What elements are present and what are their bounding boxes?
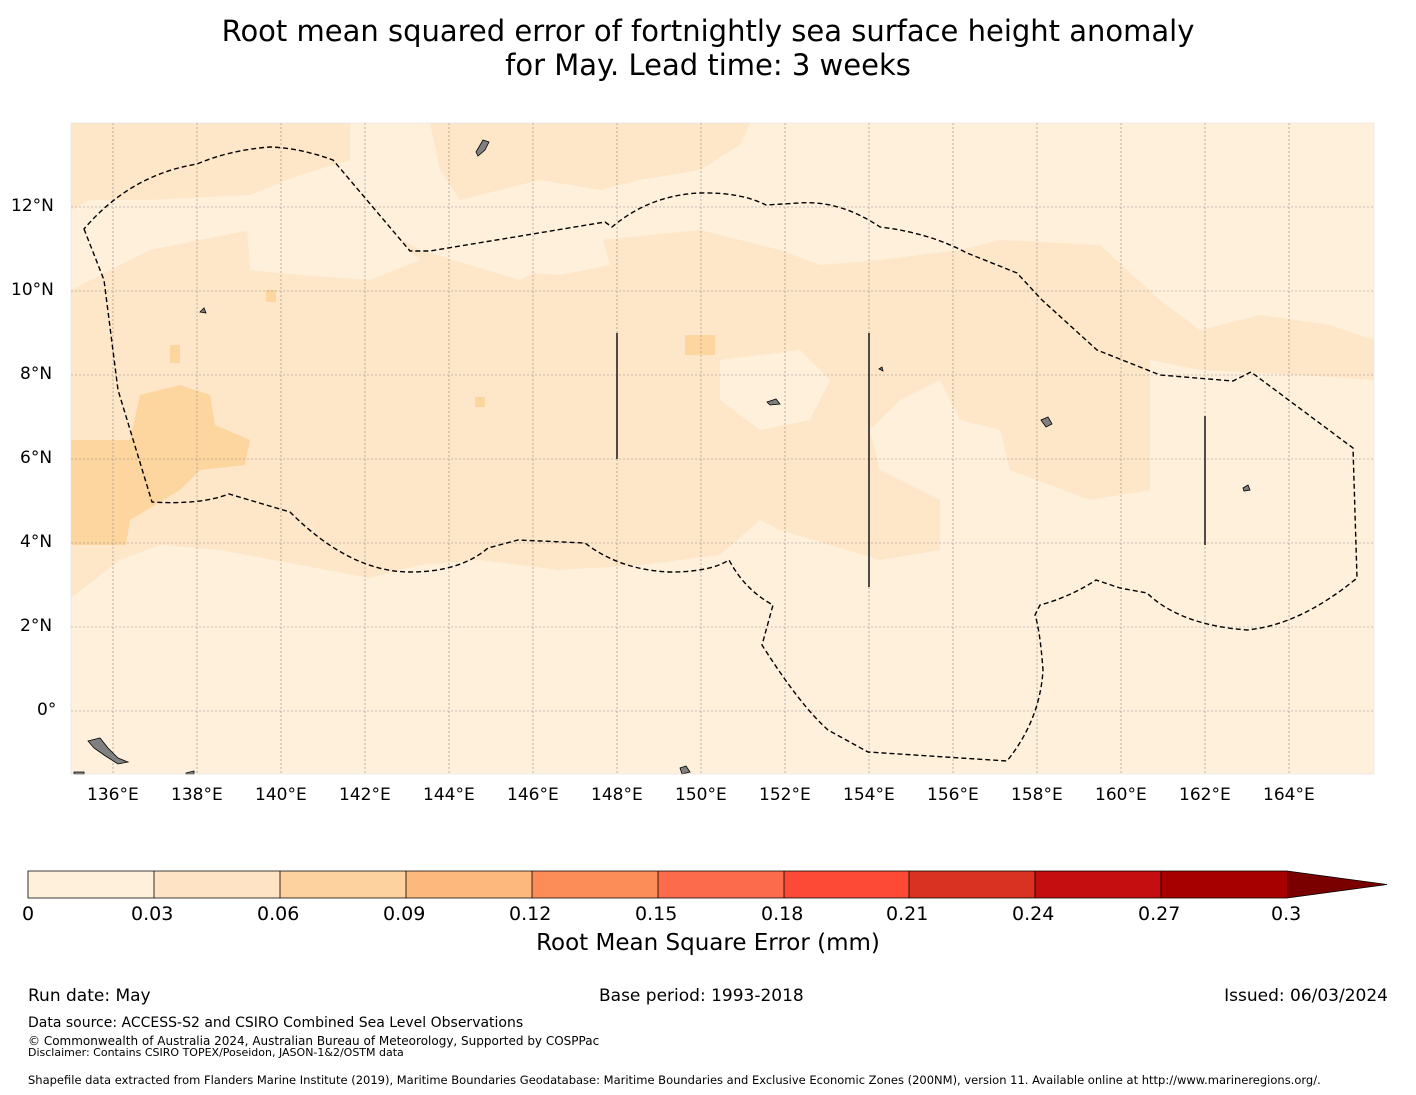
- lon-label: 146°E: [507, 785, 559, 805]
- lon-label: 144°E: [423, 785, 475, 805]
- colorbar-label: Root Mean Square Error (mm): [536, 930, 880, 956]
- lat-label: 2°N: [20, 616, 53, 636]
- rmse-high-spot-4: [266, 290, 276, 302]
- lon-label: 164°E: [1263, 785, 1315, 805]
- colorbar-tick: 0.09: [383, 903, 426, 925]
- lon-label: 162°E: [1179, 785, 1231, 805]
- lon-label: 160°E: [1095, 785, 1147, 805]
- chart-title: Root mean squared error of fortnightly s…: [0, 14, 1416, 82]
- rmse-high-west: [71, 385, 250, 545]
- island-new-guinea-north: [87, 737, 130, 765]
- lon-label: 142°E: [339, 785, 391, 805]
- colorbar-bin-5: [658, 871, 784, 898]
- lon-label: 148°E: [591, 785, 643, 805]
- rmse-pocket-2: [480, 230, 610, 275]
- colorbar-tick: 0.12: [509, 903, 552, 925]
- island-pohnpei: [1040, 416, 1053, 428]
- island-east-small: [878, 366, 884, 372]
- colorbar-bin-3: [406, 871, 532, 898]
- rmse-pocket-3: [720, 350, 830, 430]
- colorbar-bin-2: [280, 871, 406, 898]
- colorbar-bin-8: [1035, 871, 1161, 898]
- lon-label: 154°E: [843, 785, 895, 805]
- colorbar: [27, 870, 1388, 899]
- colorbar-tick: 0.3: [1271, 903, 1302, 925]
- colorbar-bin-4: [532, 871, 658, 898]
- island-chuuk: [766, 398, 781, 406]
- title-line-1: Root mean squared error of fortnightly s…: [221, 14, 1195, 48]
- rmse-band-north-2: [430, 123, 750, 200]
- colorbar-bin-7: [909, 871, 1035, 898]
- rmse-pocket-1: [245, 195, 420, 280]
- title-line-2: for May. Lead time: 3 weeks: [505, 48, 911, 82]
- map-frame: [70, 122, 1375, 775]
- lon-label: 152°E: [759, 785, 811, 805]
- copyright: © Commonwealth of Australia 2024, Austra…: [28, 1034, 600, 1048]
- lon-label: 156°E: [927, 785, 979, 805]
- colorbar-tick: 0.18: [761, 903, 804, 925]
- lon-label: 158°E: [1011, 785, 1063, 805]
- island-guam: [475, 139, 490, 157]
- map-panel: [70, 122, 1375, 775]
- colorbar-bin-0: [28, 871, 154, 898]
- island-west-1: [199, 307, 207, 314]
- lat-label: 8°N: [20, 364, 53, 384]
- shapefile-credit: Shapefile data extracted from Flanders M…: [28, 1073, 1321, 1087]
- island-bottom-1: [679, 765, 691, 775]
- island-kosrae: [1242, 484, 1251, 492]
- colorbar-tick: 0.15: [635, 903, 678, 925]
- gridlines: [71, 123, 1374, 774]
- lon-label: 150°E: [675, 785, 727, 805]
- boundary-segments: [616, 333, 1206, 587]
- colorbar-tick: 0.21: [886, 903, 929, 925]
- lat-label: 0°: [37, 700, 57, 720]
- lon-label: 138°E: [171, 785, 223, 805]
- rmse-high-spot-1: [170, 345, 180, 363]
- lat-label: 12°N: [11, 196, 54, 216]
- land-islands: [73, 139, 1251, 775]
- colorbar-bin-6: [784, 871, 909, 898]
- rmse-high-spot-2: [685, 335, 715, 355]
- lat-label: 10°N: [11, 280, 54, 300]
- issued-date: Issued: 06/03/2024: [1224, 986, 1388, 1006]
- colorbar-outline: [27, 870, 1388, 899]
- colorbar-tick: 0.06: [257, 903, 300, 925]
- island-bottom-left: [73, 771, 85, 775]
- lat-label: 4°N: [20, 532, 53, 552]
- disclaimer: Disclaimer: Contains CSIRO TOPEX/Poseido…: [28, 1046, 404, 1059]
- lon-label: 136°E: [87, 785, 139, 805]
- colorbar-bin-1: [154, 871, 280, 898]
- colorbar-tick: 0: [22, 903, 35, 925]
- data-source: Data source: ACCESS-S2 and CSIRO Combine…: [28, 1015, 524, 1031]
- lat-label: 6°N: [20, 448, 53, 468]
- rmse-band-north: [71, 123, 350, 210]
- colorbar-tick: 0.03: [131, 903, 174, 925]
- colorbar-bin-9: [1161, 871, 1287, 898]
- colorbar-tick: 0.27: [1138, 903, 1181, 925]
- lon-label: 140°E: [255, 785, 307, 805]
- colorbar-tick: 0.24: [1012, 903, 1055, 925]
- run-date: Run date: May: [28, 986, 151, 1006]
- eez-boundary: [83, 146, 1358, 762]
- colorbar-extend-arrow: [1287, 871, 1387, 898]
- rmse-high-spot-3: [475, 397, 485, 407]
- base-period: Base period: 1993-2018: [599, 986, 804, 1006]
